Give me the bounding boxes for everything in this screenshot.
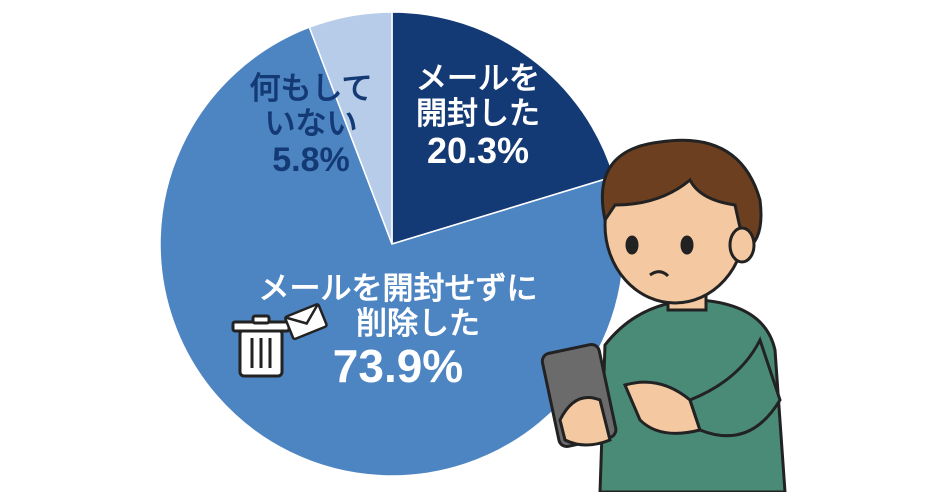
label-line: いない: [264, 105, 358, 142]
value-label: 5.8%: [272, 141, 350, 180]
person-with-smartphone-illustration: [540, 138, 787, 492]
label-line: 削除した: [356, 305, 480, 342]
value-label: 20.3%: [426, 130, 530, 172]
slice-label-deleted: メールを開封せずに 削除した 73.9%: [248, 272, 548, 393]
slice-label-nothing: 何もして いない 5.8%: [236, 72, 386, 180]
label-line: 開封した: [416, 95, 540, 132]
value-label: 73.9%: [332, 340, 464, 393]
pie-slice-2: [308, 11, 393, 245]
slice-label-opened: メールを 開封した 20.3%: [398, 62, 558, 172]
label-line: 何もして: [249, 71, 373, 107]
pie-slice-0: [391, 11, 615, 246]
label-line: メールを: [416, 61, 540, 97]
envelope-icon: [284, 303, 328, 341]
label-line: メールを開封せずに: [258, 271, 538, 307]
trash-can-icon: [231, 314, 291, 378]
